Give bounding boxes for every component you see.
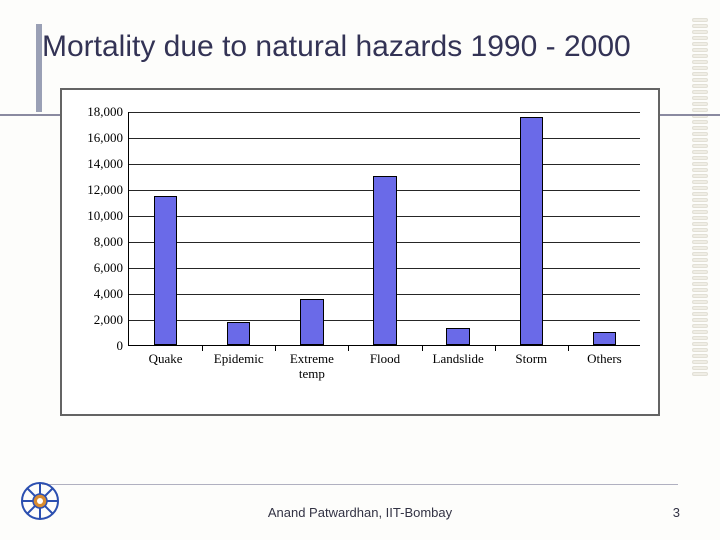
x-axis-tick xyxy=(422,345,423,351)
x-axis-label: Storm xyxy=(515,345,547,367)
chart-bar xyxy=(300,299,323,345)
x-axis-label: Epidemic xyxy=(214,345,264,367)
chart-bar xyxy=(154,196,177,344)
x-axis-tick xyxy=(202,345,203,351)
x-axis-label: Landslide xyxy=(433,345,484,367)
chart-bar xyxy=(593,332,616,344)
x-axis-label: Quake xyxy=(149,345,183,367)
mortality-bar-chart: 0 2,000 4,000 6,000 8,000 10,000 12,000 14,000 1… xyxy=(60,88,660,416)
slide-title: Mortality due to natural hazards 1990 - … xyxy=(42,28,678,66)
x-axis-tick xyxy=(495,345,496,351)
x-axis-tick xyxy=(348,345,349,351)
y-axis-label: 18,000 xyxy=(87,104,129,120)
y-axis-label: 0 xyxy=(117,338,130,354)
chart-bar xyxy=(446,328,469,344)
y-axis-label: 10,000 xyxy=(87,208,129,224)
y-axis-label: 4,000 xyxy=(94,286,129,302)
x-axis-label: Others xyxy=(587,345,622,367)
slide: Mortality due to natural hazards 1990 - … xyxy=(0,0,720,540)
x-axis-label: Extremetemp xyxy=(290,345,334,382)
title-accent-bar xyxy=(36,24,42,112)
chart-bar xyxy=(227,322,250,344)
chart-gridline xyxy=(129,138,640,139)
notebook-binding-decoration xyxy=(692,18,712,518)
x-axis-tick xyxy=(275,345,276,351)
y-axis-label: 16,000 xyxy=(87,130,129,146)
y-axis-label: 8,000 xyxy=(94,234,129,250)
chart-bar xyxy=(373,176,396,345)
slide-footer: Anand Patwardhan, IIT-Bombay 3 xyxy=(0,488,720,528)
chart-gridline xyxy=(129,164,640,165)
iit-bombay-logo-icon xyxy=(18,479,62,528)
y-axis-label: 14,000 xyxy=(87,156,129,172)
chart-gridline xyxy=(129,112,640,113)
y-axis-label: 6,000 xyxy=(94,260,129,276)
page-number: 3 xyxy=(673,505,680,520)
footer-author: Anand Patwardhan, IIT-Bombay xyxy=(0,505,720,520)
y-axis-label: 2,000 xyxy=(94,312,129,328)
chart-bar xyxy=(520,117,543,345)
y-axis-label: 12,000 xyxy=(87,182,129,198)
x-axis-tick xyxy=(568,345,569,351)
x-axis-label: Flood xyxy=(370,345,400,367)
title-block: Mortality due to natural hazards 1990 - … xyxy=(42,28,678,66)
footer-divider xyxy=(42,484,678,485)
chart-plot-area: 02,0004,0006,0008,00010,00012,00014,0001… xyxy=(128,112,640,346)
